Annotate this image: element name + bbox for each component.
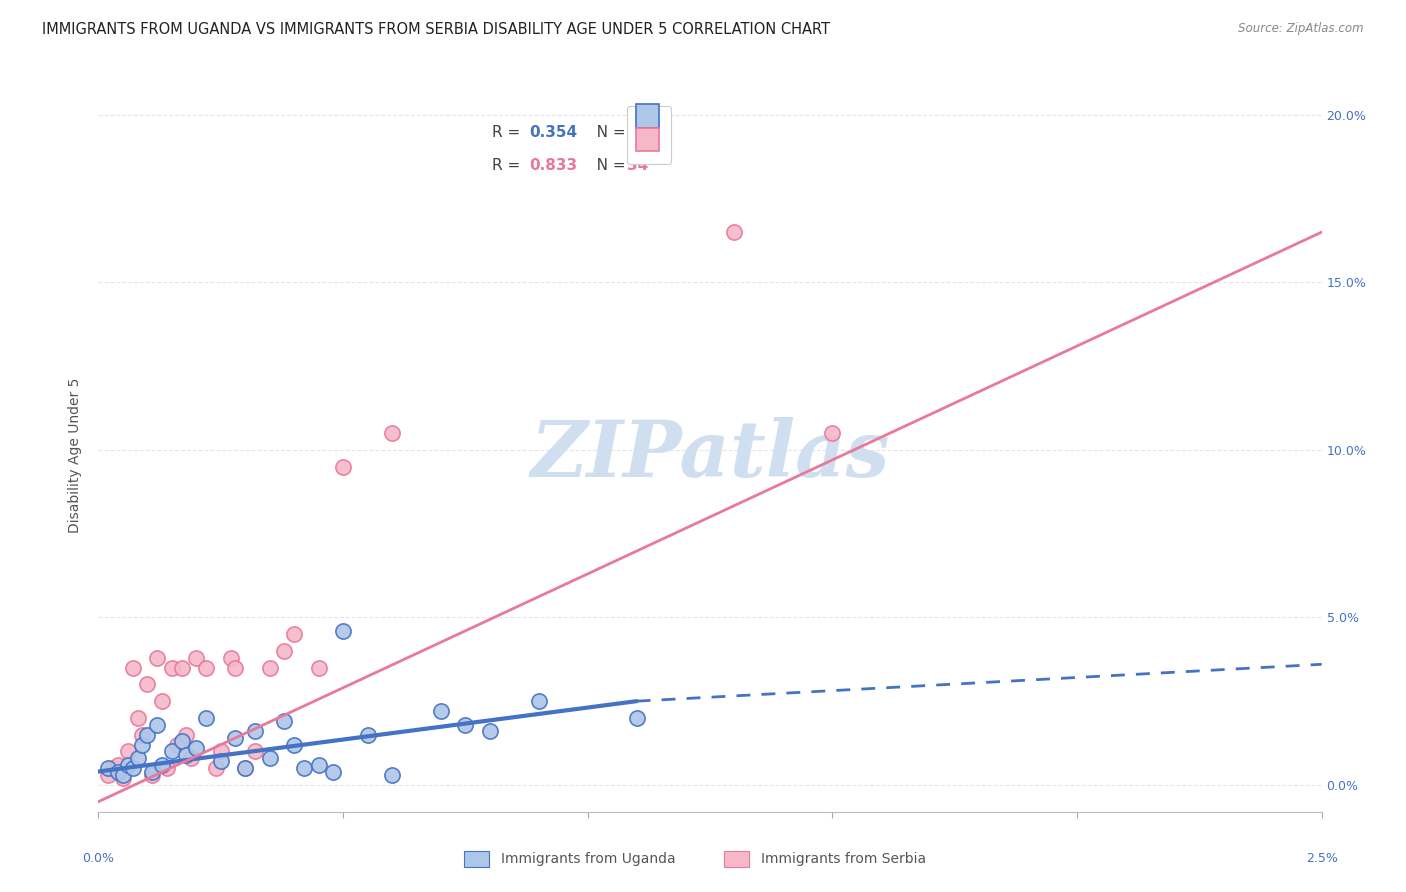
Point <box>160 660 183 674</box>
Text: R =: R = <box>492 125 526 140</box>
Point <box>283 738 305 752</box>
Point <box>117 744 139 758</box>
Point <box>146 717 169 731</box>
Point <box>180 751 202 765</box>
Point <box>156 761 179 775</box>
Point <box>219 650 242 665</box>
Point <box>356 728 378 742</box>
Text: Immigrants from Serbia: Immigrants from Serbia <box>761 852 925 866</box>
Point <box>160 744 183 758</box>
Point <box>186 741 208 756</box>
Point <box>322 764 344 779</box>
Point <box>127 711 149 725</box>
Point <box>195 711 218 725</box>
Point <box>146 650 169 665</box>
Text: N =: N = <box>582 159 630 173</box>
Point <box>527 694 550 708</box>
Point <box>626 711 648 725</box>
Point <box>233 761 256 775</box>
Point <box>170 660 193 674</box>
Point <box>273 644 295 658</box>
Text: 19: 19 <box>627 125 648 140</box>
Text: IMMIGRANTS FROM UGANDA VS IMMIGRANTS FROM SERBIA DISABILITY AGE UNDER 5 CORRELAT: IMMIGRANTS FROM UGANDA VS IMMIGRANTS FRO… <box>42 22 830 37</box>
Text: 2.5%: 2.5% <box>1306 852 1337 865</box>
Point <box>283 627 305 641</box>
Text: 0.0%: 0.0% <box>83 852 114 865</box>
Point <box>259 751 281 765</box>
Point <box>186 650 208 665</box>
Point <box>243 724 266 739</box>
Point <box>141 764 163 779</box>
Point <box>381 426 404 441</box>
Bar <box>724 851 749 867</box>
Point <box>292 761 315 775</box>
Point <box>273 714 295 729</box>
Point <box>136 677 159 691</box>
Text: R =: R = <box>492 159 526 173</box>
Point <box>131 738 153 752</box>
Point <box>150 694 173 708</box>
Point <box>166 738 188 752</box>
Text: 34: 34 <box>627 159 648 173</box>
Point <box>176 728 198 742</box>
Point <box>224 731 246 745</box>
Bar <box>464 851 489 867</box>
Point <box>209 744 232 758</box>
Point <box>209 755 232 769</box>
Point <box>332 624 354 638</box>
Point <box>111 771 134 785</box>
Point <box>107 764 129 779</box>
Y-axis label: Disability Age Under 5: Disability Age Under 5 <box>69 377 83 533</box>
Point <box>430 704 453 718</box>
Point <box>101 761 124 775</box>
Text: N =: N = <box>582 125 630 140</box>
Point <box>121 660 143 674</box>
Point <box>381 768 404 782</box>
Point <box>259 660 281 674</box>
Point <box>111 768 134 782</box>
Point <box>131 728 153 742</box>
Point <box>195 660 218 674</box>
Point <box>97 761 120 775</box>
Point <box>107 757 129 772</box>
Point <box>141 768 163 782</box>
Point <box>723 225 745 239</box>
Text: ZIPatlas: ZIPatlas <box>530 417 890 493</box>
Point <box>170 734 193 748</box>
Text: 0.833: 0.833 <box>529 159 576 173</box>
Point <box>243 744 266 758</box>
Point <box>821 426 844 441</box>
Point <box>127 751 149 765</box>
Point <box>121 761 143 775</box>
Point <box>308 757 330 772</box>
Point <box>233 761 256 775</box>
Text: 0.354: 0.354 <box>529 125 576 140</box>
Legend: , : , <box>627 106 671 164</box>
Point <box>176 747 198 762</box>
Point <box>97 768 120 782</box>
Point <box>308 660 330 674</box>
Point <box>454 717 477 731</box>
Point <box>150 757 173 772</box>
Point <box>117 757 139 772</box>
Text: Source: ZipAtlas.com: Source: ZipAtlas.com <box>1239 22 1364 36</box>
Point <box>478 724 501 739</box>
Point <box>136 728 159 742</box>
Point <box>205 761 228 775</box>
Point <box>332 459 354 474</box>
Text: Immigrants from Uganda: Immigrants from Uganda <box>501 852 675 866</box>
Point <box>224 660 246 674</box>
